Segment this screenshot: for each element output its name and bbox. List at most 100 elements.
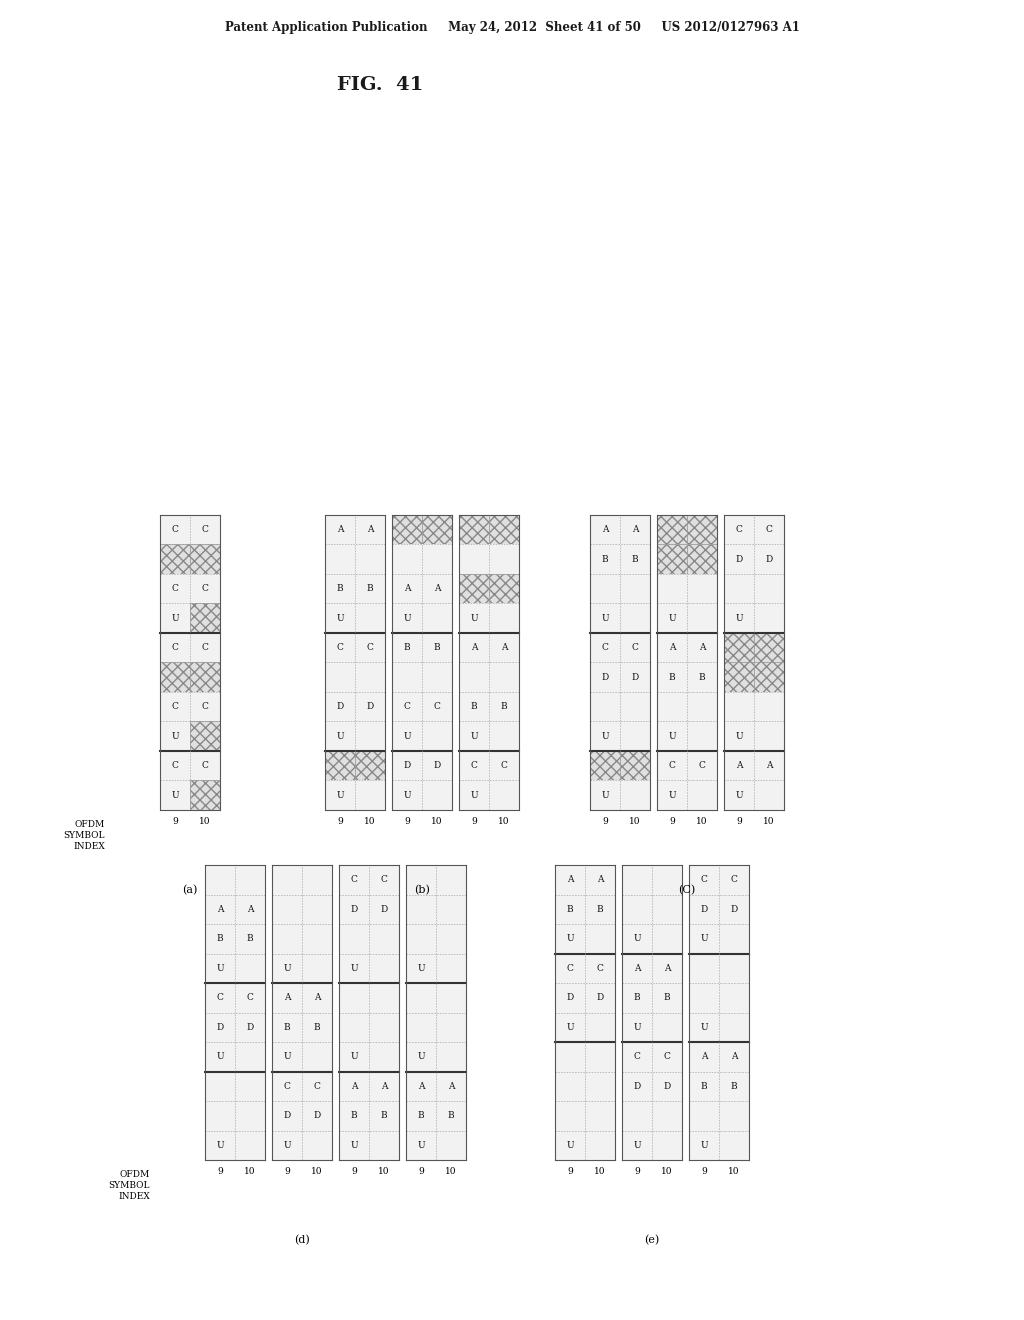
Text: C: C [664,1052,671,1061]
Bar [422,751,452,780]
Bar [652,1072,682,1101]
Text: U: U [403,731,411,741]
Text: D: D [730,904,737,913]
Text: U: U [336,614,344,623]
Text: U: U [171,731,179,741]
Text: 10: 10 [245,1167,256,1176]
Text: 9: 9 [471,817,477,826]
Bar [272,865,302,895]
Bar [719,953,749,983]
Bar [325,663,355,692]
Text: U: U [403,791,411,800]
Bar [355,574,385,603]
Text: B: B [731,1082,737,1090]
Bar [657,663,687,692]
Bar [369,1101,399,1130]
Text: C: C [698,762,706,771]
Text: (C): (C) [678,884,695,895]
Bar [489,515,519,544]
Bar [422,574,452,603]
Text: (e): (e) [644,1236,659,1245]
Bar [620,515,650,544]
Text: C: C [202,585,209,593]
Text: A: A [669,643,675,652]
Bar [657,722,687,751]
Text: 10: 10 [499,817,510,826]
Bar [406,895,436,924]
Text: 9: 9 [404,817,410,826]
Bar [620,574,650,603]
Bar [687,603,717,634]
Bar [190,780,220,810]
Text: U: U [350,1140,357,1150]
Bar [652,1101,682,1130]
Bar [406,983,436,1012]
Bar [422,634,452,663]
Bar [459,722,489,751]
Text: C: C [202,762,209,771]
Bar [724,634,754,663]
Bar [392,574,422,603]
Bar [719,1101,749,1130]
Bar [422,544,452,574]
Bar [369,1012,399,1041]
Text: D: D [380,904,388,913]
Text: C: C [172,643,178,652]
Bar [406,1041,436,1072]
Text: C: C [202,643,209,652]
Bar [687,574,717,603]
Text: B: B [217,935,223,944]
Text: A: A [766,762,772,771]
Bar [652,953,682,983]
Bar [436,983,466,1012]
Text: B: B [471,702,477,711]
Bar [687,515,717,544]
Bar [489,722,519,751]
Bar [302,1041,332,1072]
Bar [392,515,422,544]
Text: B: B [566,904,573,913]
Bar [687,634,717,663]
Bar [489,574,519,603]
Text: U: U [216,1140,224,1150]
Text: 10: 10 [311,1167,323,1176]
Bar [459,634,489,663]
Bar [652,1012,682,1041]
Bar [160,603,190,634]
Bar [719,924,749,953]
Text: 9: 9 [634,1167,640,1176]
Bar [355,603,385,634]
Bar [689,895,719,924]
Text: C: C [381,875,387,884]
Bar [355,692,385,722]
Bar [436,1101,466,1130]
Bar [392,780,422,810]
Bar [620,780,650,810]
Bar [234,1130,265,1160]
Bar [234,895,265,924]
Bar [489,574,519,603]
Text: B: B [418,1111,424,1121]
Bar [190,780,220,810]
Bar [205,1012,234,1041]
Bar [339,1012,369,1041]
Bar [436,1072,466,1101]
Bar [719,1012,749,1041]
Bar [652,924,682,953]
Bar [325,603,355,634]
Text: U: U [470,614,478,623]
Text: B: B [381,1111,387,1121]
Bar [422,603,452,634]
Bar [234,1101,265,1130]
Bar [689,1012,719,1041]
Bar [652,983,682,1012]
Text: (d): (d) [294,1236,310,1245]
Text: 9: 9 [567,1167,572,1176]
Bar [190,515,220,544]
Bar [689,865,719,895]
Bar [555,983,585,1012]
Bar [754,574,784,603]
Bar [205,1101,234,1130]
Bar [302,1101,332,1130]
Bar [190,634,220,663]
